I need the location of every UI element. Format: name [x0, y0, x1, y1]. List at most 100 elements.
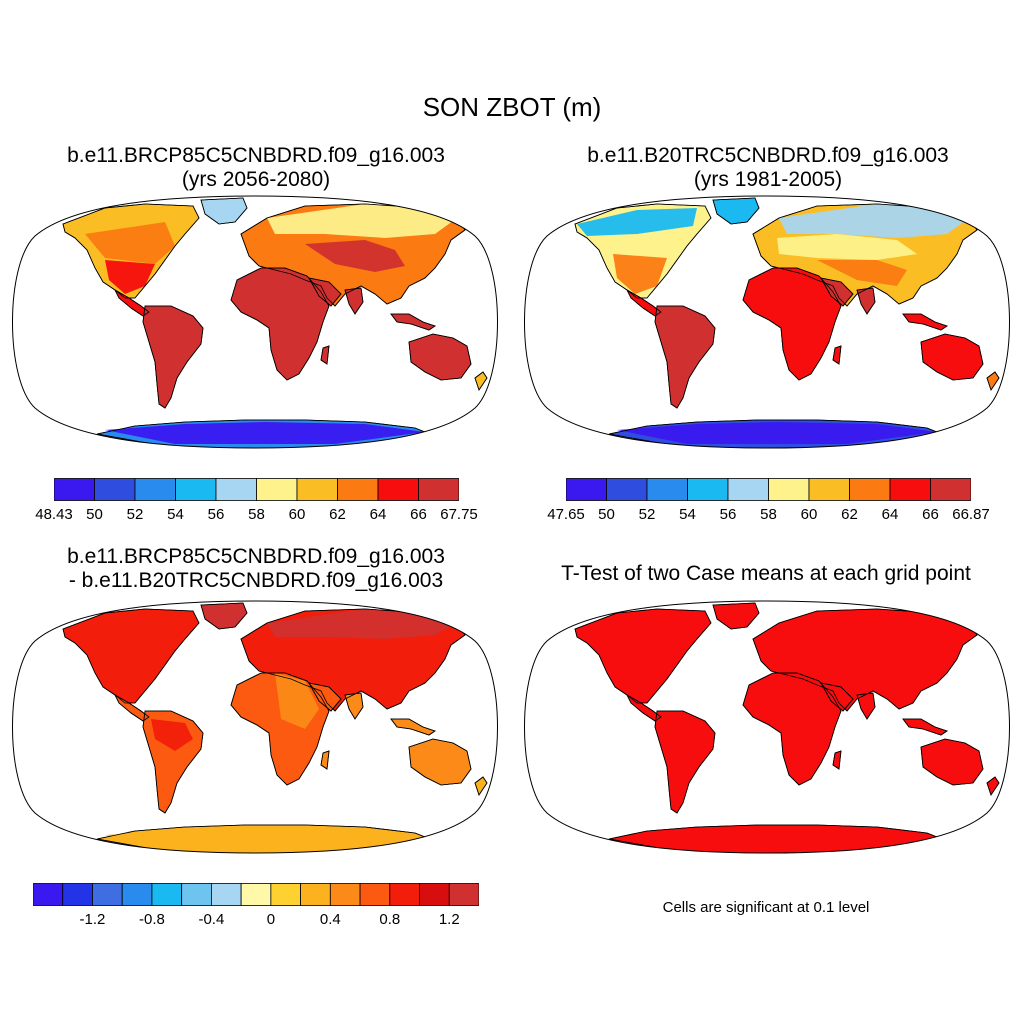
- map-border: [12, 600, 498, 854]
- panel2-title-line1: b.e11.B20TRC5CNBDRD.f09_g16.003: [587, 144, 949, 167]
- colorbar-box: [94, 478, 136, 501]
- significance-note: Cells are significant at 0.1 level: [662, 899, 870, 916]
- colorbar-box: [62, 883, 93, 906]
- map-border: [524, 195, 1010, 449]
- colorbar-label: 1.2: [438, 911, 460, 928]
- colorbar-box: [419, 883, 450, 906]
- colorbar-panel-1: [54, 478, 459, 501]
- colorbar-label: 0.4: [319, 911, 341, 928]
- colorbar-box: [151, 883, 183, 906]
- coastline-africa: [230, 267, 330, 381]
- map-panel-3: [12, 600, 498, 854]
- field-patch-2: [151, 719, 193, 751]
- field-patch-1: [275, 673, 319, 729]
- coastline-nz: [986, 371, 1000, 391]
- colorbar-label: 62: [329, 506, 346, 523]
- coastline-centralamerica: [114, 288, 150, 317]
- colorbar-box: [646, 478, 688, 501]
- colorbar-box: [256, 478, 298, 501]
- coastline-antarctica: [96, 824, 436, 853]
- colorbar-box: [33, 883, 64, 906]
- colorbar-label: 48.43: [35, 506, 73, 523]
- coastline-madagascar: [320, 750, 330, 770]
- colorbar-box: [210, 883, 242, 906]
- colorbar-label: 52: [126, 506, 144, 523]
- coastline-indonesia: [902, 313, 948, 331]
- map-border: [524, 600, 1010, 854]
- land-layer: [574, 197, 1000, 448]
- coastline-india: [344, 692, 364, 720]
- colorbar-box: [240, 883, 272, 906]
- coastline-australia: [920, 333, 984, 381]
- coastline-northamerica: [574, 608, 712, 704]
- coastline-southamerica: [142, 710, 204, 814]
- field-patch-2: [85, 222, 175, 264]
- panel3-title: b.e11.BRCP85C5CNBDRD.f09_g16.003 - b.e11…: [16, 545, 496, 593]
- colorbar-box: [215, 478, 257, 501]
- panel3-title-line1: b.e11.BRCP85C5CNBDRD.f09_g16.003: [67, 545, 445, 568]
- land-layer: [62, 602, 488, 853]
- colorbar-label: 66.87: [952, 506, 990, 523]
- colorbar-box: [849, 478, 891, 501]
- colorbar-label: 60: [288, 506, 306, 523]
- colorbar-label: 60: [800, 506, 818, 523]
- colorbar-box: [329, 883, 361, 906]
- coastline-antarctica: [608, 419, 948, 448]
- coastline-africa: [742, 672, 842, 786]
- colorbar-labels-panel-1: 48.43 50 52 54 56 58 60 62 64 66 67.75: [35, 506, 478, 526]
- field-patch-1: [777, 234, 917, 260]
- land-layer: [62, 197, 488, 448]
- map-panel-2: [524, 195, 1010, 449]
- colorbar-label: 66: [410, 506, 427, 523]
- colorbar-label: 54: [167, 506, 184, 523]
- colorbar-label: 52: [638, 506, 656, 523]
- colorbar-label: 58: [760, 506, 777, 523]
- field-patch-2: [817, 260, 907, 286]
- colorbar-label: 50: [598, 506, 615, 523]
- coastline-madagascar: [832, 750, 842, 770]
- coastline-indonesia: [390, 718, 436, 736]
- colorbar-label: -1.2: [79, 911, 106, 928]
- colorbar-label: 0.8: [379, 911, 401, 928]
- coastline-nz: [986, 776, 1000, 796]
- panel1-title: b.e11.BRCP85C5CNBDRD.f09_g16.003 (yrs 20…: [16, 144, 496, 192]
- coastline-arabia: [820, 682, 854, 712]
- field-patch-5: [617, 422, 937, 444]
- field-patch-3: [105, 827, 405, 849]
- coastline-greenland: [200, 602, 248, 630]
- coastline-greenland: [712, 197, 760, 225]
- coastline-centralamerica: [626, 693, 662, 722]
- colorbar-label: 64: [881, 506, 899, 523]
- field-patch-0: [267, 609, 457, 639]
- coastline-centralamerica: [114, 693, 150, 722]
- colorbar-box: [606, 478, 648, 501]
- coastline-indonesia: [902, 718, 948, 736]
- coastline-madagascar: [320, 345, 330, 365]
- panel4-title: T-Test of two Case means at each grid po…: [561, 562, 971, 585]
- colorbar-box: [134, 478, 176, 501]
- colorbar-labels-panel-3: -1.2 -0.8 -0.4 0 0.4 0.8 1.2: [33, 911, 479, 931]
- coastline-india: [344, 287, 364, 315]
- coastline-arabia: [820, 277, 854, 307]
- land-layer: [574, 602, 1000, 853]
- colorbar-box: [54, 478, 95, 501]
- colorbar-box: [92, 883, 123, 906]
- field-patch-0: [779, 204, 969, 238]
- colorbar-labels-panel-2: 47.65 50 52 54 56 58 60 62 64 66 66.87: [547, 506, 990, 526]
- colorbar-box: [181, 883, 212, 906]
- colorbar-label: 50: [86, 506, 103, 523]
- coastline-centralamerica: [626, 288, 662, 317]
- coastline-arabia: [308, 277, 342, 307]
- colorbar-box: [337, 478, 379, 501]
- coastline-southamerica: [654, 710, 716, 814]
- colorbar-box: [566, 478, 607, 501]
- panel2-title-line2: (yrs 1981-2005): [693, 168, 843, 191]
- field-patch-1: [305, 240, 405, 272]
- colorbar-label: 0: [266, 911, 276, 928]
- coastline-antarctica: [96, 419, 436, 448]
- colorbar-box: [121, 883, 153, 906]
- panel3-title-line2: - b.e11.B20TRC5CNBDRD.f09_g16.003: [68, 569, 444, 592]
- coastline-arabia: [308, 682, 342, 712]
- colorbar-box: [768, 478, 810, 501]
- colorbar-box: [296, 478, 338, 501]
